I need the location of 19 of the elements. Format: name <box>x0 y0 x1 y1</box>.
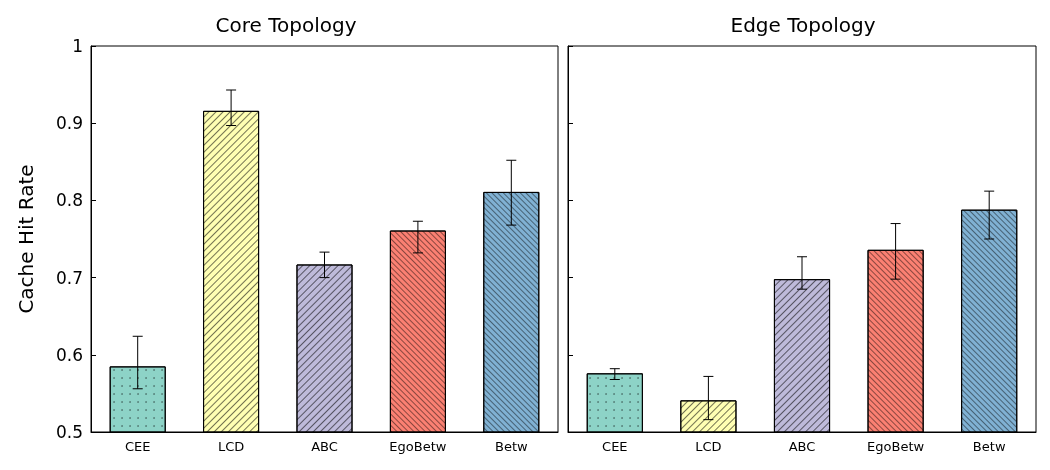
y-axis-title: Cache Hit Rate <box>14 164 38 314</box>
y-tick-label: 0.5 <box>55 422 83 442</box>
chart-title: Core Topology <box>215 13 357 37</box>
y-tick-label: 1 <box>72 36 83 56</box>
y-tick-label: 0.9 <box>55 113 83 134</box>
y-tick-label: 0.8 <box>55 190 83 211</box>
x-tick-label: Betw <box>972 439 1006 454</box>
x-tick-label: LCD <box>695 439 722 454</box>
chart-title: Edge Topology <box>730 13 876 37</box>
x-tick-label: EgoBetw <box>867 439 925 454</box>
x-tick-label: LCD <box>217 439 245 454</box>
x-tick-label: Betw <box>494 439 528 454</box>
y-tick-label: 0.6 <box>55 344 83 365</box>
x-tick-label: EgoBetw <box>389 439 447 454</box>
x-tick-label: ABC <box>788 439 816 454</box>
y-tick-label: 0.7 <box>55 267 83 288</box>
x-tick-label: CEE <box>602 439 628 454</box>
x-tick-label: ABC <box>311 439 338 454</box>
x-tick-label: CEE <box>124 439 151 454</box>
